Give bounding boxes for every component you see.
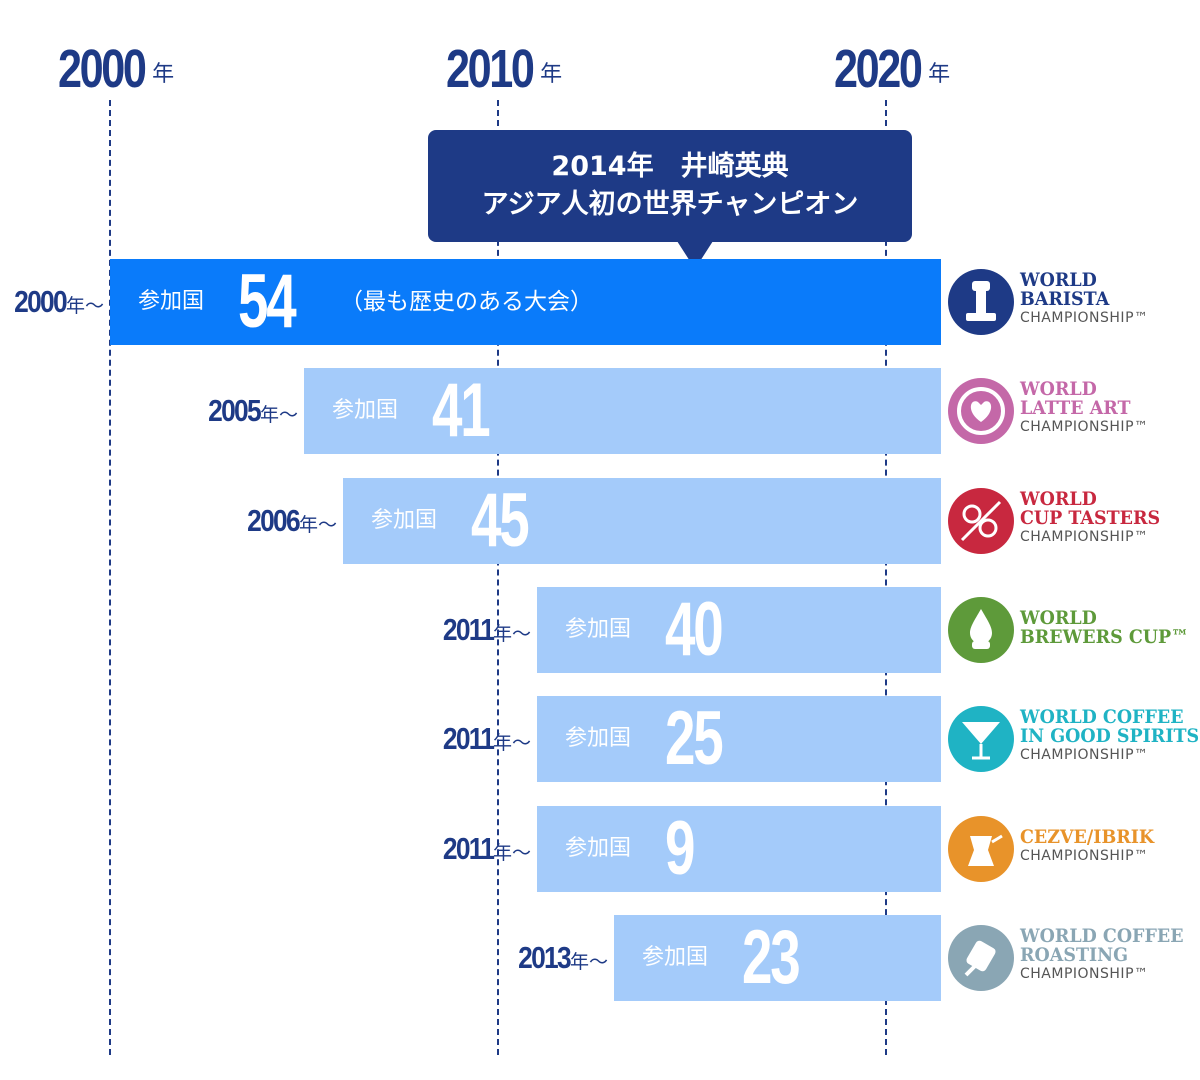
bar-label: 参加国	[642, 945, 709, 970]
start-year: 2011	[442, 721, 495, 756]
axis-tick-2020: 2020 年	[834, 38, 950, 100]
logo-l2: LATTE ART	[1020, 397, 1131, 419]
logo-l1: WORLD	[1020, 269, 1097, 291]
logo-l2: ROASTING	[1020, 944, 1129, 966]
bar-note: （最も歴史のある大会）	[340, 289, 593, 315]
start-label-2005: 2005年〜	[98, 391, 298, 431]
start-year: 2005	[208, 393, 262, 428]
logo-text: CEZVE/IBRIK CHAMPIONSHIP™	[1020, 828, 1200, 865]
axis-tick-unit: 年	[152, 62, 175, 87]
tamper-icon	[948, 269, 1014, 335]
bar-value: 25	[665, 696, 724, 781]
logo-text: WORLD COFFEE IN GOOD SPIRITS CHAMPIONSHIP™	[1020, 708, 1200, 764]
logo-l2: BREWERS CUP™	[1020, 626, 1189, 648]
champion-callout: 2014年 井崎英典 アジア人初の世界チャンピオン	[428, 130, 912, 242]
start-label-2013: 2013年〜	[408, 938, 608, 978]
start-label-2011: 2011年〜	[331, 610, 531, 650]
axis-tick-unit: 年	[540, 62, 563, 87]
cezve-icon	[948, 816, 1014, 882]
bar-2006-45: 参加国 45	[343, 478, 941, 564]
logo-1: WORLD LATTE ART CHAMPIONSHIP™	[948, 376, 1200, 446]
logo-l2: CUP TASTERS	[1020, 507, 1161, 529]
logo-6: WORLD COFFEE ROASTING CHAMPIONSHIP™	[948, 923, 1200, 993]
bar-label: 参加国	[138, 289, 205, 314]
spoons-icon	[948, 488, 1014, 554]
bar-2000-54: 参加国 54 （最も歴史のある大会）	[110, 259, 941, 345]
start-label-2006: 2006年〜	[137, 501, 337, 541]
callout-line2: アジア人初の世界チャンピオン	[481, 189, 859, 220]
bar-value: 54	[238, 259, 297, 344]
logo-l1: WORLD	[1020, 488, 1097, 510]
logo-l3: CHAMPIONSHIP™	[1020, 419, 1149, 435]
start-suffix: 年〜	[65, 295, 104, 317]
callout-line1: 2014年 井崎英典	[551, 151, 789, 182]
bar-label: 参加国	[332, 398, 399, 423]
bar-value: 23	[742, 915, 801, 1000]
logo-5: CEZVE/IBRIK CHAMPIONSHIP™	[948, 814, 1200, 884]
bar-value: 9	[665, 806, 695, 891]
start-year: 2011	[442, 831, 495, 866]
logo-text: WORLD COFFEE ROASTING CHAMPIONSHIP™	[1020, 927, 1200, 983]
start-label-2011: 2011年〜	[331, 719, 531, 759]
start-suffix: 年〜	[492, 732, 531, 754]
start-suffix: 年〜	[492, 842, 531, 864]
start-year: 2000	[14, 284, 68, 319]
bar-2011-9: 参加国 9	[537, 806, 941, 892]
logo-l3: CHAMPIONSHIP™	[1020, 529, 1149, 545]
bar-2011-25: 参加国 25	[537, 696, 941, 782]
gridline-2020	[885, 100, 887, 1055]
logo-2: WORLD CUP TASTERS CHAMPIONSHIP™	[948, 486, 1200, 556]
axis-tick-number: 2000	[58, 39, 147, 99]
logo-l1: WORLD	[1020, 607, 1097, 629]
bar-value: 41	[432, 368, 491, 453]
axis-tick-2000: 2000 年	[58, 38, 174, 100]
latte-heart-icon	[948, 378, 1014, 444]
axis-tick-number: 2020	[834, 39, 923, 99]
logo-l3: CHAMPIONSHIP™	[1020, 966, 1149, 982]
logo-l3: CHAMPIONSHIP™	[1020, 747, 1149, 763]
bar-label: 参加国	[565, 617, 632, 642]
start-suffix: 年〜	[492, 623, 531, 645]
logo-3: WORLD BREWERS CUP™	[948, 595, 1200, 665]
start-label-2011: 2011年〜	[331, 829, 531, 869]
bar-2005-41: 参加国 41	[304, 368, 941, 454]
roaster-icon	[948, 925, 1014, 991]
start-label-2000: 2000年〜	[0, 282, 104, 322]
bar-2011-40: 参加国 40	[537, 587, 941, 673]
bar-label: 参加国	[565, 836, 632, 861]
bar-value: 45	[471, 478, 530, 563]
logo-l3: CHAMPIONSHIP™	[1020, 848, 1149, 864]
start-year: 2006	[247, 503, 301, 538]
gridline-2010	[497, 100, 499, 1055]
brew-drop-icon	[948, 597, 1014, 663]
logo-text: WORLD BREWERS CUP™	[1020, 609, 1200, 647]
logo-l1: WORLD COFFEE	[1020, 925, 1184, 947]
logo-l1: WORLD COFFEE	[1020, 706, 1184, 728]
axis-tick-number: 2010	[446, 39, 535, 99]
logo-text: WORLD BARISTA CHAMPIONSHIP™	[1020, 271, 1200, 327]
logo-text: WORLD LATTE ART CHAMPIONSHIP™	[1020, 380, 1200, 436]
gridline-2000	[109, 100, 111, 1055]
start-suffix: 年〜	[298, 514, 337, 536]
logo-l1: WORLD	[1020, 378, 1097, 400]
cocktail-glass-icon	[948, 706, 1014, 772]
bar-label: 参加国	[371, 508, 438, 533]
axis-tick-2010: 2010 年	[446, 38, 562, 100]
start-suffix: 年〜	[569, 951, 608, 973]
logo-text: WORLD CUP TASTERS CHAMPIONSHIP™	[1020, 490, 1200, 546]
start-suffix: 年〜	[259, 404, 298, 426]
logo-0: WORLD BARISTA CHAMPIONSHIP™	[948, 267, 1200, 337]
start-year: 2011	[442, 612, 495, 647]
logo-l2: IN GOOD SPIRITS	[1020, 725, 1200, 747]
bar-2013-23: 参加国 23	[614, 915, 941, 1001]
start-year: 2013	[518, 940, 572, 975]
axis-tick-unit: 年	[928, 62, 951, 87]
logo-l3: CHAMPIONSHIP™	[1020, 310, 1149, 326]
logo-l1: CEZVE/IBRIK	[1020, 826, 1155, 848]
bar-value: 40	[665, 587, 724, 672]
logo-4: WORLD COFFEE IN GOOD SPIRITS CHAMPIONSHIP™	[948, 704, 1200, 774]
logo-l2: BARISTA	[1020, 288, 1110, 310]
bar-label: 参加国	[565, 726, 632, 751]
